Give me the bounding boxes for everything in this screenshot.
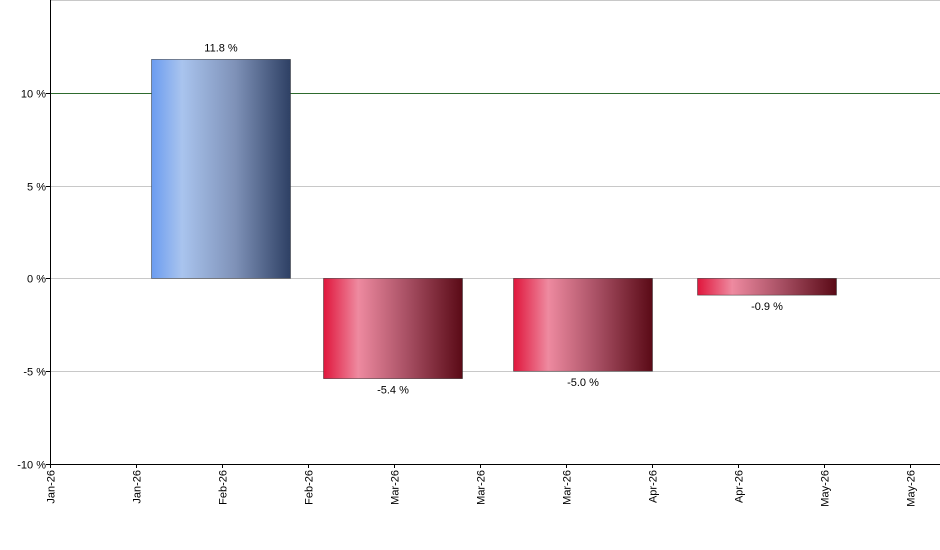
bar-data-label: -5.0 % <box>567 377 599 389</box>
x-tick-label: Mar-26 <box>562 470 574 505</box>
y-tick-label: 5 % <box>27 182 46 194</box>
x-tick-label: Apr-26 <box>648 470 660 503</box>
x-tick-label: Mar-26 <box>390 470 402 505</box>
bars <box>151 59 837 379</box>
x-tick-label: Jan-26 <box>132 470 144 504</box>
x-tick-label: May-26 <box>906 470 918 507</box>
labels: 11.8 % -5.4 % -5.0 % -0.9 % -10 % -5 % 0 % 5 % 1… <box>17 42 917 506</box>
y-tick-label: -10 % <box>17 460 46 472</box>
x-tick-label: Feb-26 <box>304 470 316 505</box>
y-tick-label: -5 % <box>23 367 46 379</box>
bar <box>513 278 653 372</box>
bar-data-label: -0.9 % <box>751 301 783 313</box>
x-tick-label: May-26 <box>820 470 832 507</box>
y-tick-label: 0 % <box>27 274 46 286</box>
bar <box>151 59 291 279</box>
bar-data-label: 11.8 % <box>204 42 238 54</box>
x-tick-label: Feb-26 <box>218 470 230 505</box>
y-tick-label: 10 % <box>21 89 46 101</box>
x-tick-label: Jan-26 <box>46 470 58 504</box>
bar <box>323 278 463 379</box>
x-tick-label: Mar-26 <box>476 470 488 505</box>
axes <box>46 0 940 468</box>
bar-data-label: -5.4 % <box>377 385 409 397</box>
x-tick-label: Apr-26 <box>734 470 746 503</box>
bar <box>697 278 837 296</box>
